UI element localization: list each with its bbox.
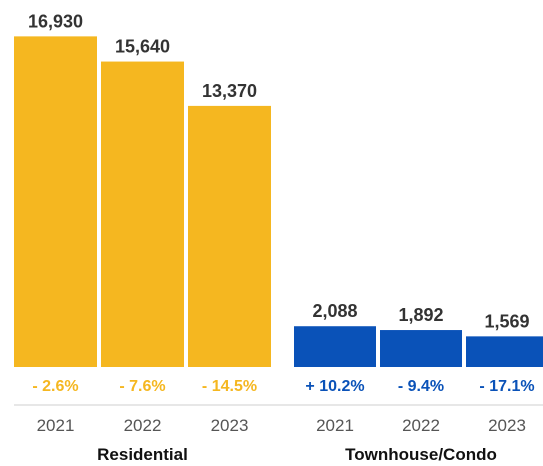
value-label-residential-2021: 16,930: [28, 11, 83, 31]
group-label-residential: Residential: [97, 445, 188, 464]
x-tick-residential-2023: 2023: [211, 416, 249, 435]
value-label-townhouse-condo-2022: 1,892: [398, 305, 443, 325]
x-tick-residential-2022: 2022: [124, 416, 162, 435]
value-label-townhouse-condo-2023: 1,569: [484, 311, 529, 331]
value-label-residential-2022: 15,640: [115, 37, 170, 57]
value-label-townhouse-condo-2021: 2,088: [312, 301, 357, 321]
change-label-residential-2022: - 7.6%: [119, 378, 165, 395]
group-label-townhouse-condo: Townhouse/Condo: [345, 445, 497, 464]
bar-townhouse-condo-2021: [294, 326, 376, 367]
x-tick-residential-2021: 2021: [37, 416, 75, 435]
change-label-townhouse-condo-2023: - 17.1%: [479, 378, 534, 395]
bar-townhouse-condo-2023: [466, 336, 543, 367]
x-tick-townhouse-condo-2023: 2023: [488, 416, 526, 435]
bar-residential-2022: [101, 61, 184, 368]
x-tick-townhouse-condo-2021: 2021: [316, 416, 354, 435]
value-label-residential-2023: 13,370: [202, 81, 257, 101]
change-label-residential-2021: - 2.6%: [32, 378, 78, 395]
change-label-townhouse-condo-2021: + 10.2%: [305, 378, 364, 395]
bar-residential-2023: [188, 105, 271, 368]
bar-residential-2021: [14, 36, 97, 367]
bars-layer: [14, 36, 543, 368]
change-label-residential-2023: - 14.5%: [202, 378, 257, 395]
bar-townhouse-condo-2022: [380, 330, 462, 367]
x-tick-townhouse-condo-2022: 2022: [402, 416, 440, 435]
change-label-townhouse-condo-2022: - 9.4%: [398, 378, 444, 395]
labels-layer: 16,930 - 2.6% 2021 15,640 - 7.6% 2022 13,370 - …: [28, 11, 535, 464]
